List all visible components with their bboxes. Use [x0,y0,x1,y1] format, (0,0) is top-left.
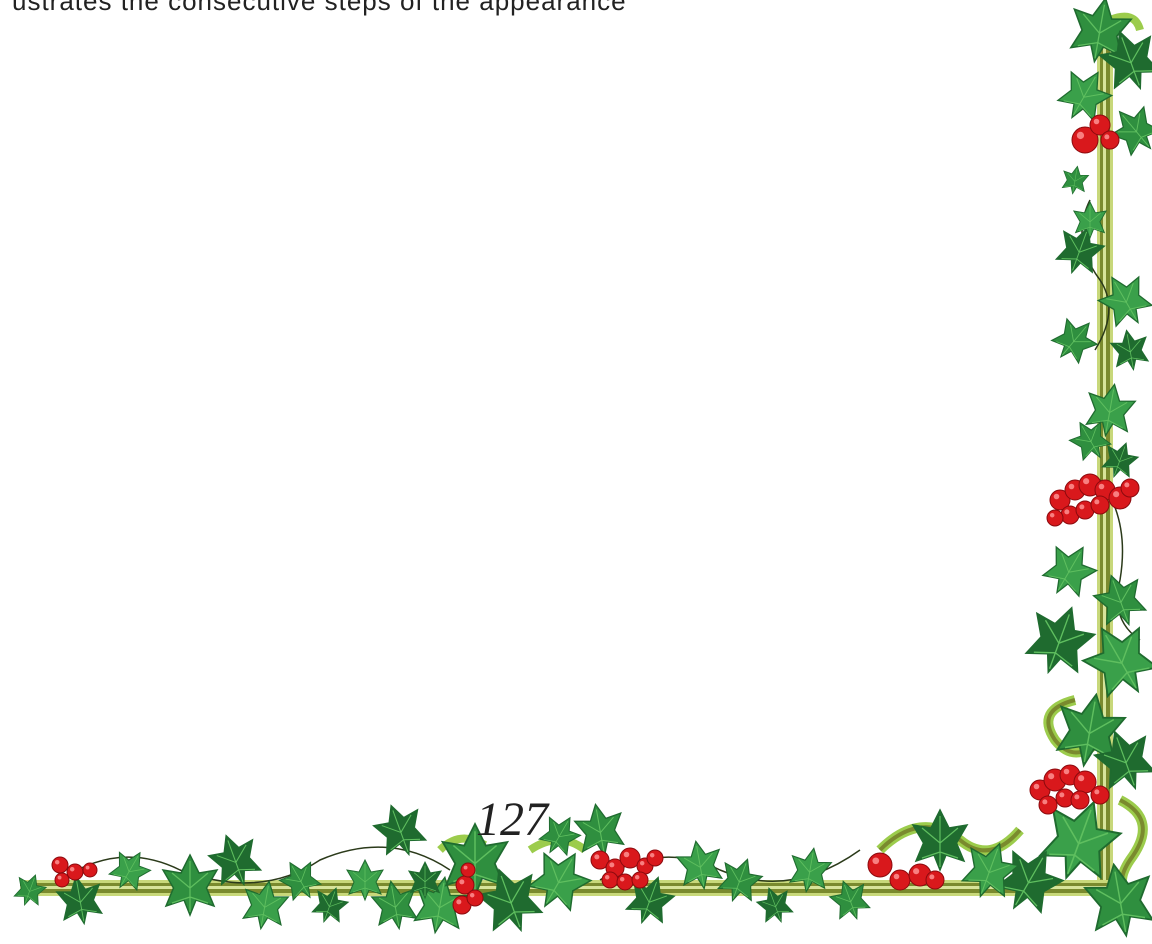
red-berry [631,871,649,889]
corner-scroll [437,12,1148,905]
ivy-leaf [911,808,969,873]
red-berry [460,862,476,878]
ivy-leaf [241,880,290,931]
red-berry [646,849,664,867]
ivy-leaf [1069,0,1133,64]
red-berry [601,871,619,889]
clipped-text-line: ustrates the consecutive steps of the ap… [12,0,627,16]
ivy-leaf [278,861,323,902]
ivy-leaf [1054,226,1106,275]
red-berry [1090,495,1110,515]
ivy-leaf [13,874,48,907]
red-berry [1120,478,1140,498]
ivy-leaf [161,853,219,918]
red-berry [82,862,98,878]
berry-clusters [51,114,1140,915]
red-berry [867,852,893,878]
ivy-leaf [1097,30,1152,91]
ivy-leaf [716,858,764,903]
red-berry [1070,790,1090,810]
ivy-leaf [675,840,724,891]
ivy-leaf [755,887,794,924]
red-berry [1090,785,1110,805]
ivy-leaf [1068,421,1113,462]
ivy-leaf [1083,862,1152,938]
ivy-leaf [960,842,1021,899]
ivy-leaf [346,858,384,902]
red-berry [619,847,641,869]
ivy-leaf [1072,200,1108,240]
ivy-leaf [1050,317,1099,365]
ivy-leaf [1080,626,1152,699]
red-berry [1046,509,1064,527]
ivy-leaf [1041,545,1099,598]
ivy-leaf [372,804,428,857]
red-berry [1075,500,1095,520]
red-berry [1049,489,1071,511]
ivy-leaf [526,851,593,912]
ivy-leaf [1096,275,1152,328]
ivy-leaf [1055,692,1127,768]
ivy-leaf [55,875,104,926]
ivy-leaf [1024,606,1097,675]
ivy-leaf [788,847,833,894]
vines [59,199,1141,884]
ivy-leaf [537,816,582,857]
red-berry [452,895,472,915]
ivy-leaf [407,860,443,900]
ivy-leaf [828,880,871,921]
ivy-leaf [107,851,152,892]
ivy-leaf [1085,382,1137,438]
red-berry [1071,126,1099,154]
red-berry [889,869,911,891]
red-berry [1073,770,1097,794]
ivy-leaf [1101,442,1140,479]
red-berry [616,873,634,891]
red-berry [925,870,945,890]
red-berry [51,856,69,874]
ivy-leaf [311,887,350,924]
ivy-leaf [1061,165,1090,195]
red-berry [54,872,70,888]
red-berry [466,889,484,907]
red-berry [1100,130,1120,150]
red-berry [1038,795,1058,815]
page-number: 127 [476,793,548,846]
ivy-leaf [1092,730,1152,791]
ivy-leaf [207,834,263,887]
ivy-leaves [13,0,1152,938]
red-berry [1089,114,1111,136]
ivy-leaf [1109,329,1150,372]
red-berry [66,863,84,881]
red-berry [908,863,932,887]
red-berry [590,850,610,870]
ivy-leaf [1092,574,1148,627]
ivy-leaf [1056,70,1114,123]
